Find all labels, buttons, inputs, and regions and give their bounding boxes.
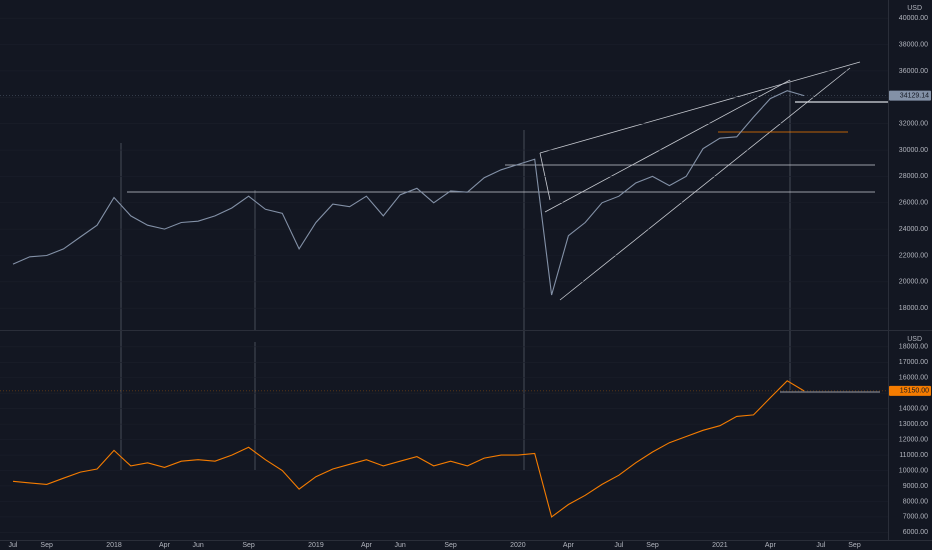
y-tick-label: 20000.00 xyxy=(899,279,928,286)
x-tick-label: Jul xyxy=(816,542,825,549)
x-tick-label: 2019 xyxy=(308,542,324,549)
price-tag xyxy=(889,90,931,101)
axis-unit: USD xyxy=(907,336,922,343)
y-tick-label: 7000.00 xyxy=(903,514,928,521)
y-tick-label: 36000.00 xyxy=(899,68,928,75)
price-tag-label: 15150.00 xyxy=(900,388,929,395)
y-tick-label: 24000.00 xyxy=(899,226,928,233)
trend-line xyxy=(539,61,861,154)
x-tick-label: Jul xyxy=(614,542,623,549)
y-tick-label: 18000.00 xyxy=(899,305,928,312)
x-tick-label: Sep xyxy=(242,542,255,549)
y-tick-label: 28000.00 xyxy=(899,173,928,180)
x-tick-label: Apr xyxy=(159,542,171,549)
x-tick-label: 2018 xyxy=(106,542,122,549)
y-tick-label: 17000.00 xyxy=(899,359,928,366)
x-tick-label: Jun xyxy=(192,542,203,549)
y-tick-label: 26000.00 xyxy=(899,200,928,207)
trend-line xyxy=(544,79,791,213)
y-tick-label: 9000.00 xyxy=(903,483,928,490)
x-tick-label: Apr xyxy=(563,542,575,549)
y-tick-label: 14000.00 xyxy=(899,406,928,413)
price-tag xyxy=(889,385,931,396)
y-tick-label: 13000.00 xyxy=(899,421,928,428)
x-tick-label: Apr xyxy=(765,542,777,549)
y-tick-label: 12000.00 xyxy=(899,436,928,443)
y-tick-label: 8000.00 xyxy=(903,498,928,505)
trend-line xyxy=(559,67,851,301)
x-tick-label: 2020 xyxy=(510,542,526,549)
drawings xyxy=(120,61,888,470)
x-tick-label: 2021 xyxy=(712,542,728,549)
x-tick-label: Sep xyxy=(444,542,457,549)
axis-unit: USD xyxy=(907,5,922,12)
x-tick-label: Sep xyxy=(646,542,659,549)
y-tick-label: 16000.00 xyxy=(899,375,928,382)
price-line xyxy=(12,90,805,296)
y-tick-label: 38000.00 xyxy=(899,41,928,48)
price-line xyxy=(12,380,805,518)
x-tick-label: Jun xyxy=(394,542,405,549)
x-tick-label: Apr xyxy=(361,542,373,549)
price-tag-label: 34129.14 xyxy=(900,92,929,99)
x-tick-label: Jul xyxy=(9,542,18,549)
y-tick-label: 40000.00 xyxy=(899,15,928,22)
y-tick-label: 6000.00 xyxy=(903,529,928,536)
y-tick-label: 11000.00 xyxy=(899,452,928,459)
x-tick-label: Sep xyxy=(40,542,53,549)
y-tick-label: 30000.00 xyxy=(899,147,928,154)
y-tick-label: 32000.00 xyxy=(899,120,928,127)
y-tick-label: 18000.00 xyxy=(899,344,928,351)
x-tick-label: Sep xyxy=(848,542,861,549)
y-tick-label: 22000.00 xyxy=(899,252,928,259)
y-tick-label: 10000.00 xyxy=(899,467,928,474)
